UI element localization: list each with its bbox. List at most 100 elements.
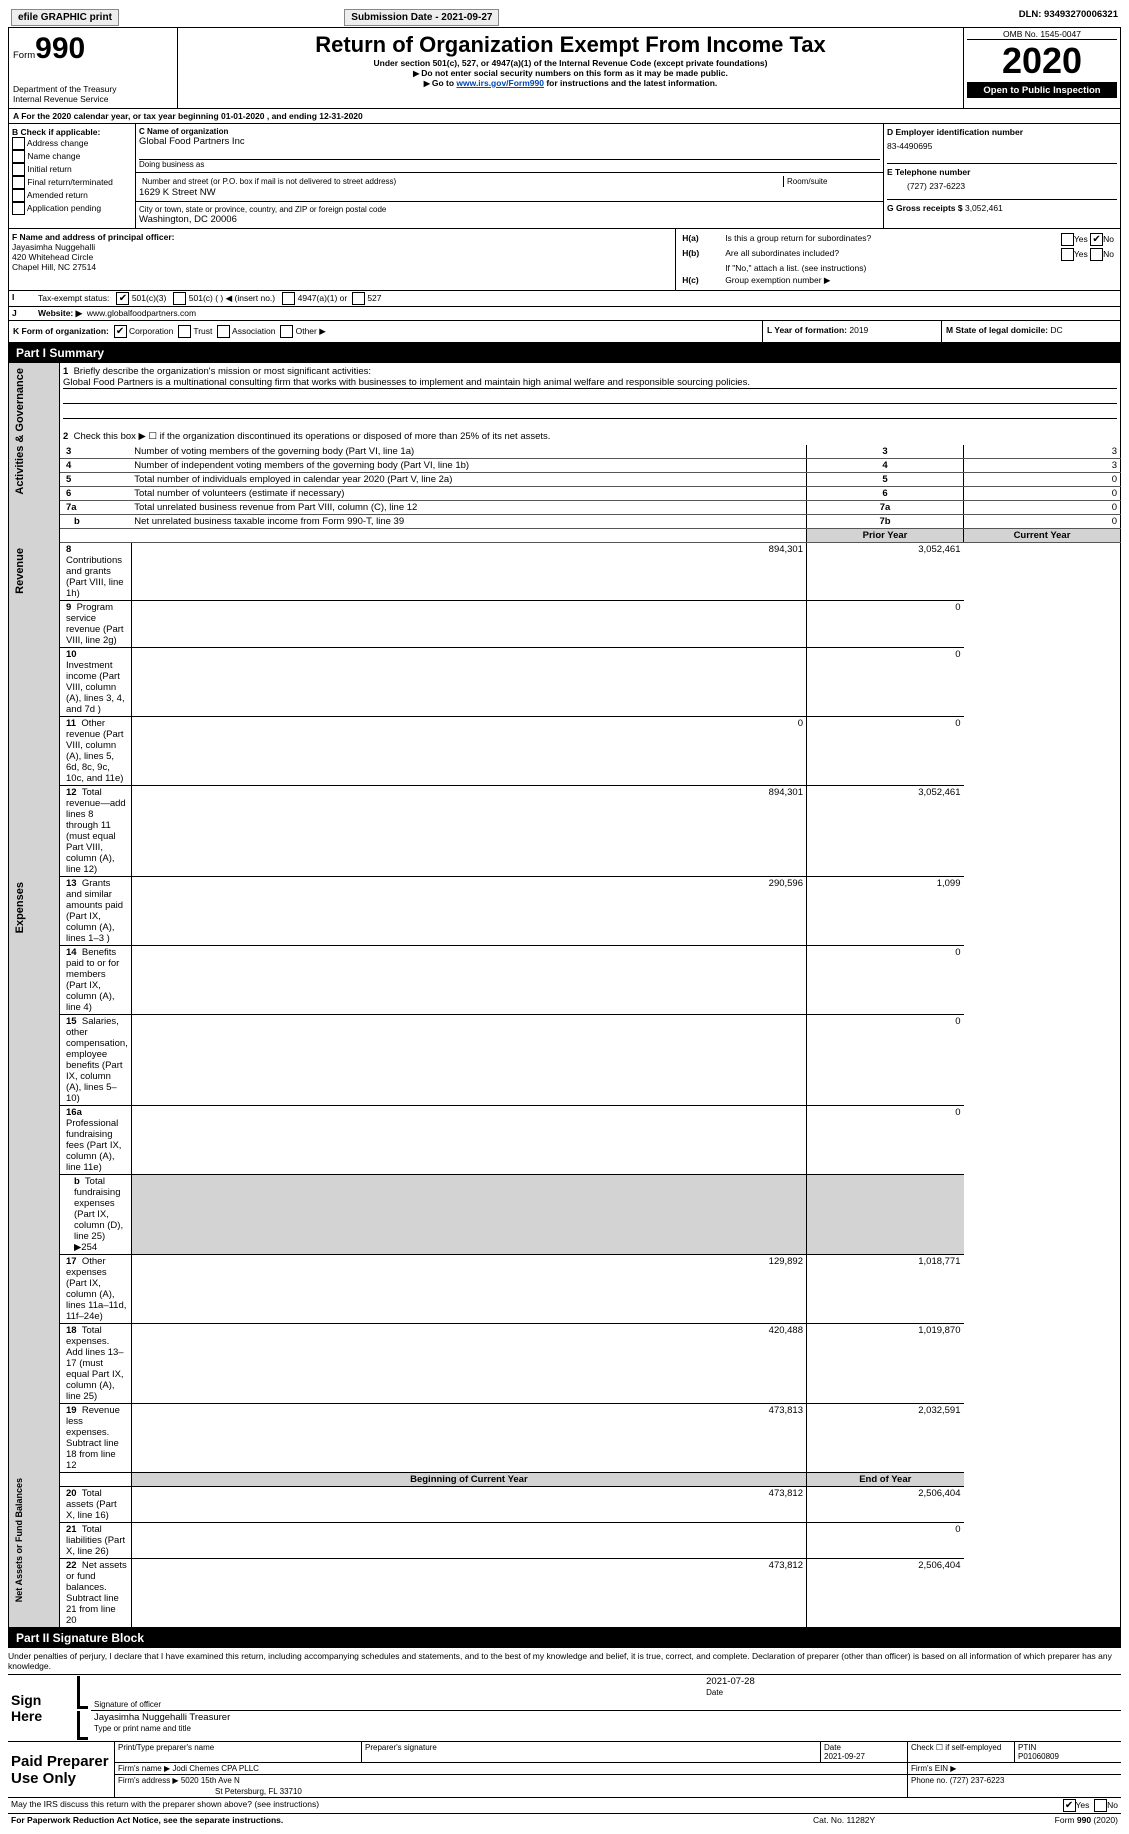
firm-name-label: Firm's name ▶ (118, 1764, 170, 1773)
box-k-label: K Form of organization: (13, 326, 109, 336)
box-e-label: E Telephone number (887, 167, 970, 177)
org-corp[interactable] (114, 325, 127, 338)
gov-row-3: Number of voting members of the governin… (131, 445, 806, 459)
dept-label: Department of the Treasury (13, 84, 173, 94)
form-number: 990 (35, 32, 85, 65)
city-label: City or town, state or province, country… (139, 205, 880, 214)
year-formation: 2019 (849, 325, 868, 335)
omb-label: OMB No. 1545-0047 (967, 29, 1117, 40)
status-501c[interactable] (173, 292, 186, 305)
phone-value: (727) 237-6223 (887, 177, 1117, 199)
check-self-employed[interactable]: Check ☐ if self-employed (908, 1742, 1015, 1763)
firm-addr1: 5020 15th Ave N (181, 1776, 240, 1785)
prep-name-label: Print/Type preparer's name (115, 1742, 362, 1763)
irs-label: Internal Revenue Service (13, 94, 173, 104)
hb-question: Are all subordinates included? (722, 247, 1006, 262)
note-ssn: Do not enter social security numbers on … (182, 68, 959, 78)
org-assoc[interactable] (217, 325, 230, 338)
ha-question: Is this a group return for subordinates? (722, 232, 1006, 247)
signature-block: Sign Here Signature of officer 2021-07-2… (8, 1674, 1121, 1742)
officer-addr1: 420 Whitehead Circle (12, 252, 672, 262)
officer-name: Jayasimha Nuggehalli (12, 242, 672, 252)
opt-amended-return[interactable]: Amended return (12, 189, 132, 202)
discuss-question: May the IRS discuss this return with the… (8, 1798, 975, 1814)
prep-sig-label: Preparer's signature (362, 1742, 821, 1763)
part1-body: Activities & Governance 1 Briefly descri… (8, 363, 1121, 1628)
org-other[interactable] (280, 325, 293, 338)
col-current-header: Current Year (964, 529, 1121, 543)
box-i-label: Tax-exempt status: (38, 293, 109, 303)
sig-date-label: Date (706, 1688, 723, 1697)
status-4947[interactable] (282, 292, 295, 305)
sig-officer-label: Signature of officer (94, 1700, 700, 1709)
side-revenue: Revenue (12, 544, 28, 598)
prep-date-label: Date (824, 1743, 841, 1752)
type-name-label: Type or print name and title (94, 1724, 191, 1733)
opt-address-change[interactable]: Address change (12, 137, 132, 150)
part2-header: Part II Signature Block (8, 1628, 1121, 1648)
room-label: Room/suite (784, 176, 881, 187)
form-footer: Form 990 (2020) (935, 1814, 1121, 1826)
efile-print-button[interactable]: efile GRAPHIC print (11, 9, 119, 26)
form-label: Form (13, 50, 35, 61)
officer-printed: Jayasimha Nuggehalli Treasurer (94, 1712, 230, 1723)
col-end-header: End of Year (807, 1473, 964, 1487)
entity-info: B Check if applicable: Address change Na… (8, 124, 1121, 229)
officer-group-row: F Name and address of principal officer:… (8, 229, 1121, 291)
exp-16b-prior-gray (131, 1175, 806, 1255)
klm-row: K Form of organization: Corporation Trus… (8, 321, 1121, 343)
form990-link[interactable]: www.irs.gov/Form990 (456, 78, 544, 88)
box-d-label: D Employer identification number (887, 127, 1117, 137)
subtitle: Under section 501(c), 527, or 4947(a)(1)… (182, 58, 959, 68)
status-website-row: I Tax-exempt status: 501(c)(3) 501(c) ( … (8, 291, 1121, 321)
discuss-yes[interactable] (1063, 1799, 1076, 1812)
exp-16b-cur-gray (807, 1175, 964, 1255)
box-j-label: Website: ▶ (38, 308, 82, 318)
status-501c3[interactable] (116, 292, 129, 305)
hb-no[interactable] (1090, 248, 1103, 261)
hb-yes[interactable] (1061, 248, 1074, 261)
firm-phone-label: Phone no. (911, 1776, 947, 1785)
declaration-text: Under penalties of perjury, I declare th… (8, 1648, 1121, 1674)
gross-receipts: 3,052,461 (965, 203, 1003, 213)
part1-header: Part I Summary (8, 343, 1121, 363)
gov-row-5: Total number of individuals employed in … (131, 473, 806, 487)
website-value: www.globalfoodpartners.com (87, 308, 196, 318)
rev-row-12: Total revenue—add lines 8 through 11 (mu… (66, 787, 126, 875)
ha-no[interactable] (1090, 233, 1103, 246)
side-net-assets: Net Assets or Fund Balances (12, 1474, 26, 1606)
gov-row-6: Total number of volunteers (estimate if … (131, 487, 806, 501)
gov-row-7b: Net unrelated business taxable income fr… (131, 515, 806, 529)
main-title: Return of Organization Exempt From Incom… (182, 32, 959, 58)
exp-row-16b: Total fundraising expenses (Part IX, col… (74, 1176, 123, 1253)
dba-label: Doing business as (139, 160, 880, 169)
open-public: Open to Public Inspection (967, 83, 1117, 98)
ha-yes[interactable] (1061, 233, 1074, 246)
status-527[interactable] (352, 292, 365, 305)
exp-row-16a: Professional fundraising fees (Part IX, … (66, 1118, 121, 1173)
city-value: Washington, DC 20006 (139, 214, 880, 225)
hb-note: If "No," attach a list. (see instruction… (722, 262, 1117, 274)
side-expenses: Expenses (12, 878, 28, 937)
pra-notice: For Paperwork Reduction Act Notice, see … (8, 1814, 753, 1826)
ptin-value: P01060809 (1018, 1752, 1059, 1761)
officer-addr2: Chapel Hill, NC 27514 (12, 262, 672, 272)
gov-row-4: Number of independent voting members of … (131, 459, 806, 473)
domicile-state: DC (1050, 325, 1062, 335)
opt-name-change[interactable]: Name change (12, 150, 132, 163)
cat-no: Cat. No. 11282Y (753, 1814, 936, 1826)
submission-date-button[interactable]: Submission Date - 2021-09-27 (344, 9, 499, 26)
ein-value: 83-4490695 (887, 137, 1117, 163)
opt-application-pending[interactable]: Application pending (12, 202, 132, 215)
exp-row-18: Total expenses. Add lines 13–17 (must eq… (66, 1325, 124, 1402)
org-name: Global Food Partners Inc (139, 136, 880, 147)
paid-preparer-label: Paid Preparer Use Only (8, 1742, 115, 1798)
org-trust[interactable] (178, 325, 191, 338)
paid-preparer-block: Paid Preparer Use Only Print/Type prepar… (8, 1742, 1121, 1798)
dln-label: DLN: 93493270006321 (813, 8, 1121, 27)
line-a: A For the 2020 calendar year, or tax yea… (8, 109, 1121, 124)
opt-initial-return[interactable]: Initial return (12, 163, 132, 176)
discuss-no[interactable] (1094, 1799, 1107, 1812)
opt-final-return[interactable]: Final return/terminated (12, 176, 132, 189)
col-beg-header: Beginning of Current Year (131, 1473, 806, 1487)
